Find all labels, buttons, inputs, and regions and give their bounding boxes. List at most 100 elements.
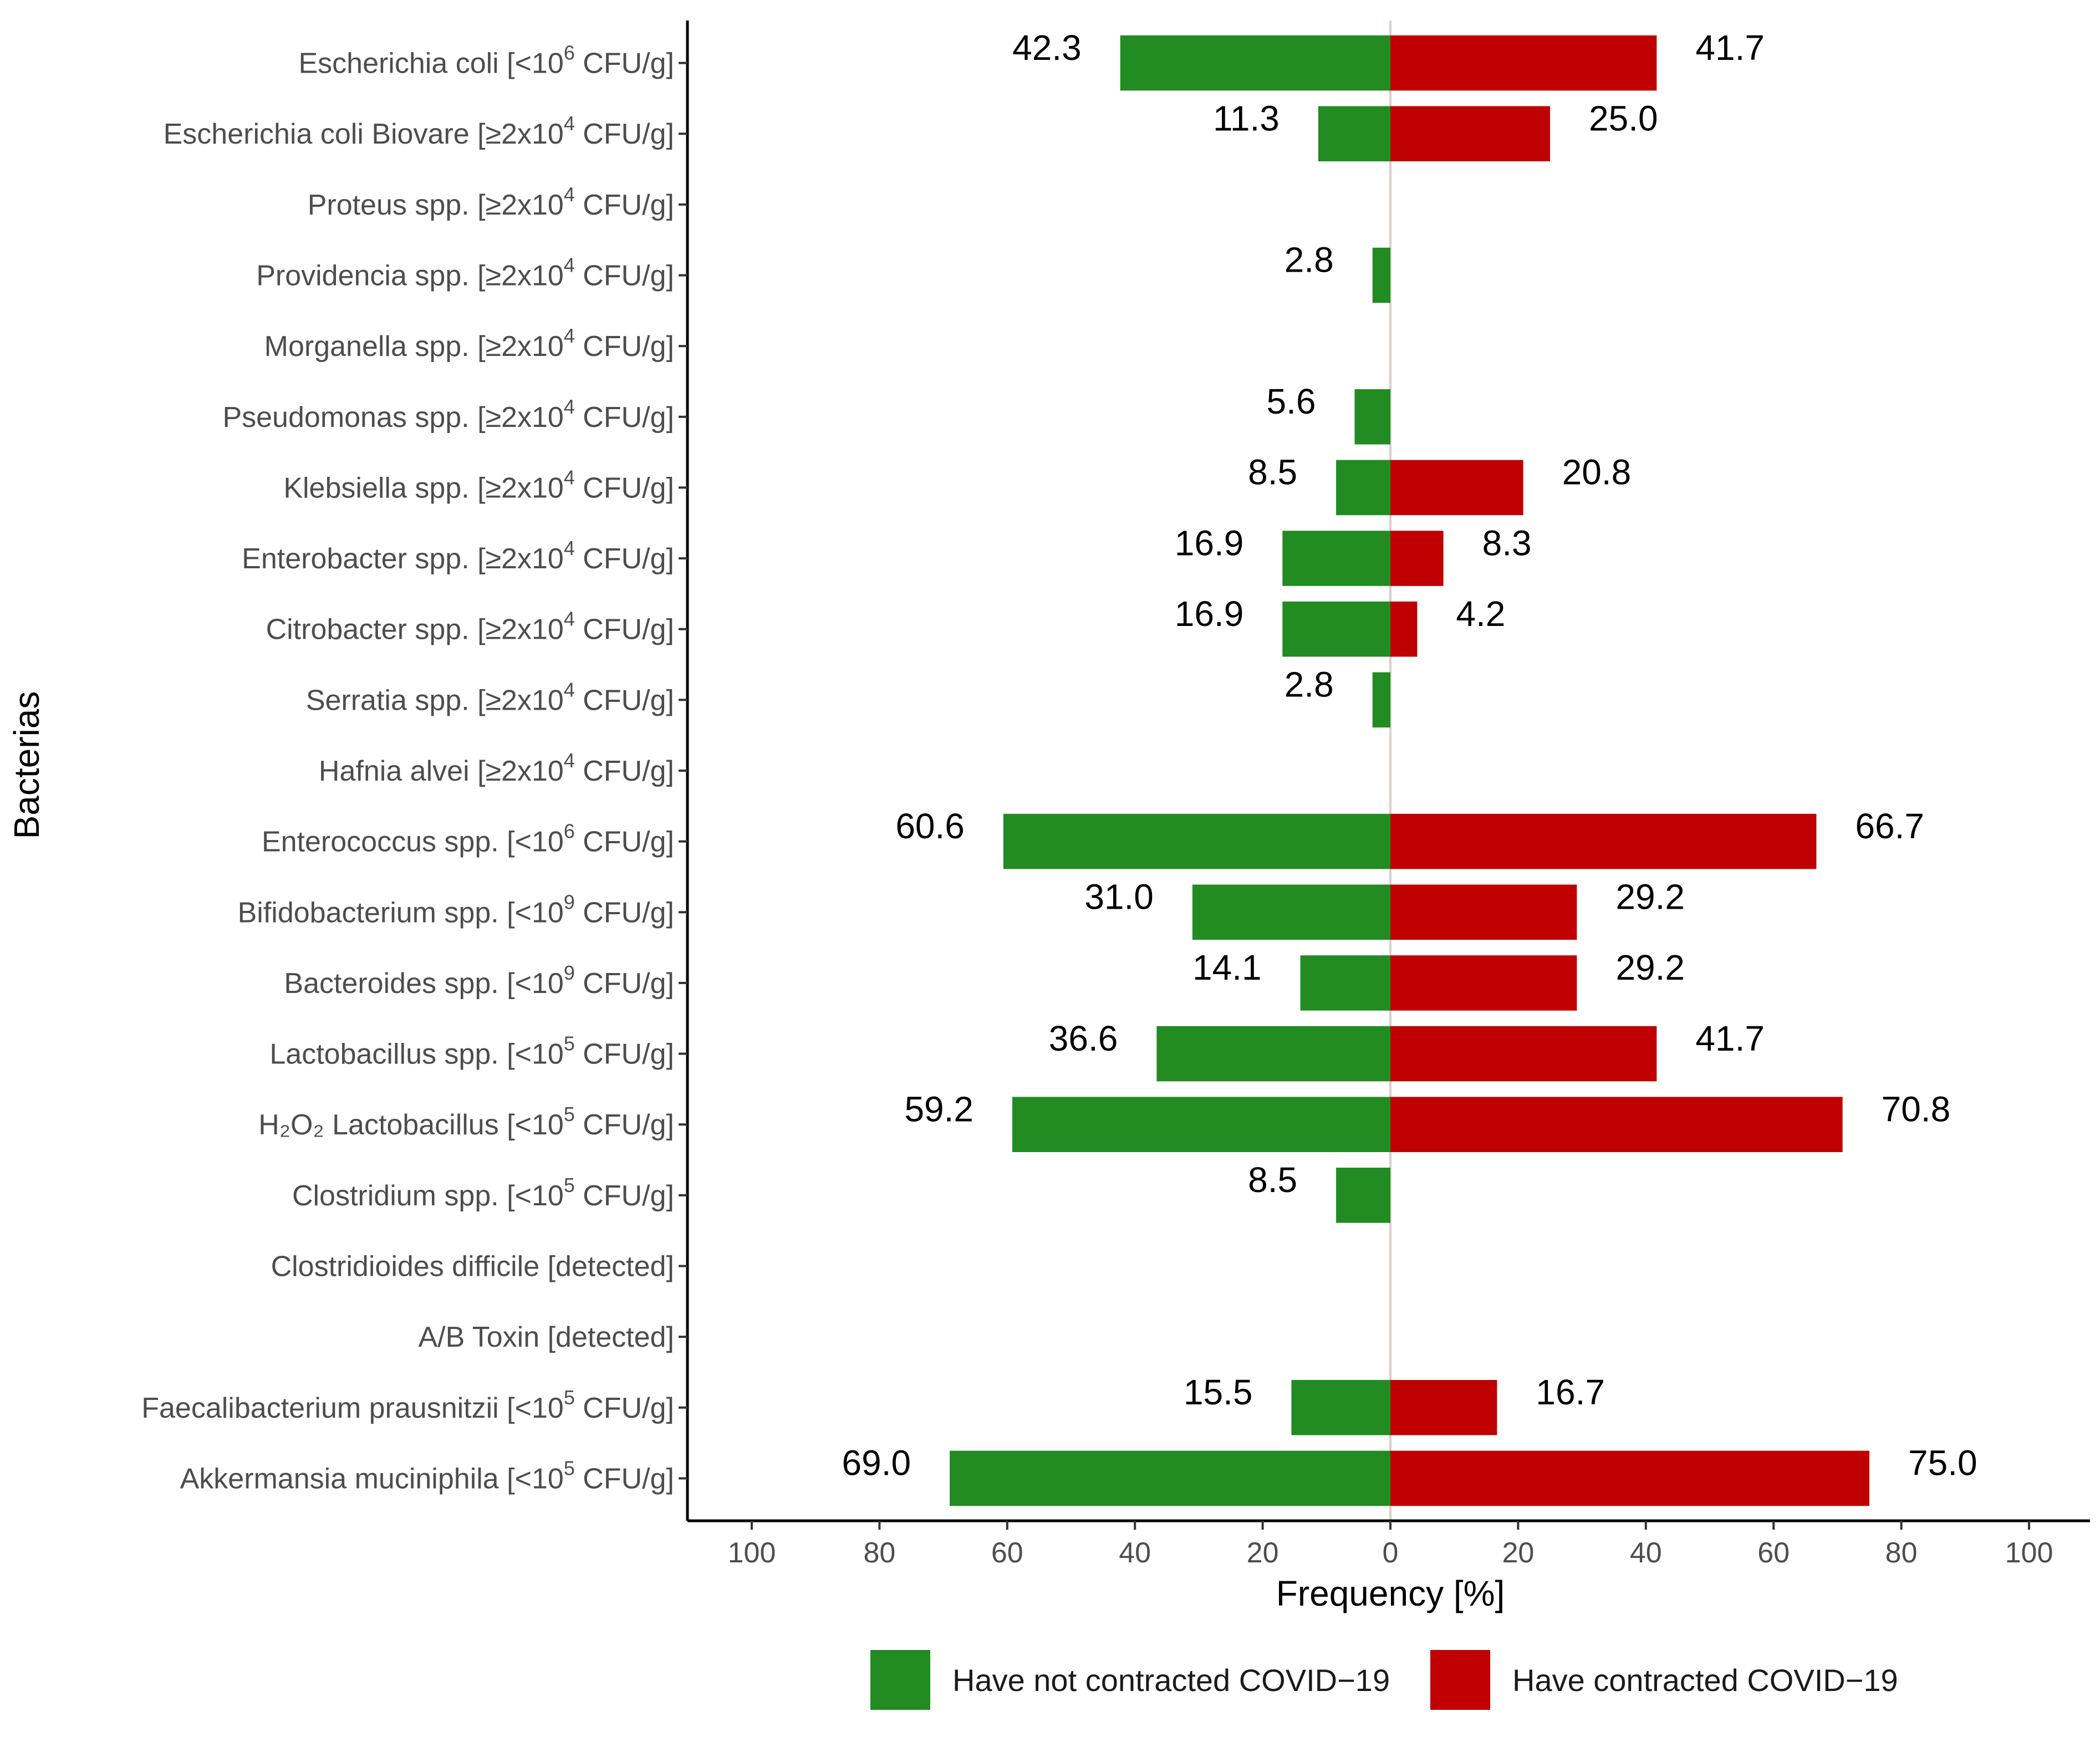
category-label: Akkermansia muciniphila [<105 CFU/g] bbox=[180, 1456, 674, 1495]
legend-label-contracted: Have contracted COVID−19 bbox=[1512, 1663, 1898, 1698]
bar-not-contracted bbox=[1282, 601, 1390, 657]
x-tick-label: 60 bbox=[991, 1537, 1023, 1569]
bar-not-contracted bbox=[1291, 1379, 1390, 1435]
legend-swatch-not-contracted bbox=[870, 1650, 930, 1710]
category-label: Serratia spp. [≥2x104 CFU/g] bbox=[306, 678, 674, 716]
value-label-contracted: 25.0 bbox=[1589, 98, 1658, 138]
category-label: Enterococcus spp. [<106 CFU/g] bbox=[262, 820, 674, 858]
bar-contracted bbox=[1390, 813, 1817, 869]
bar-not-contracted bbox=[1354, 389, 1390, 445]
x-tick-label: 0 bbox=[1383, 1537, 1399, 1569]
bar-contracted bbox=[1390, 1026, 1657, 1082]
value-label-not-contracted: 42.3 bbox=[1012, 28, 1082, 68]
legend-swatch-contracted bbox=[1430, 1650, 1490, 1710]
bar-not-contracted bbox=[1156, 1026, 1390, 1082]
value-label-not-contracted: 16.9 bbox=[1175, 523, 1244, 563]
x-tick-label: 100 bbox=[728, 1537, 776, 1569]
category-label: H₂O₂ Lactobacillus [<105 CFU/g] bbox=[258, 1103, 674, 1141]
bar-not-contracted bbox=[1318, 106, 1390, 162]
bar-contracted bbox=[1390, 1097, 1843, 1152]
bar-not-contracted bbox=[1120, 35, 1390, 91]
category-label: Faecalibacterium prausnitzii [<105 CFU/g… bbox=[141, 1386, 674, 1424]
category-label: Escherichia coli [<106 CFU/g] bbox=[298, 42, 674, 80]
y-axis: Escherichia coli [<106 CFU/g] Escherichia… bbox=[141, 21, 689, 1521]
value-label-not-contracted: 59.2 bbox=[904, 1089, 973, 1129]
value-labels: 42.311.32.85.68.516.916.92.860.631.014.1… bbox=[842, 28, 1977, 1483]
category-label: Klebsiella spp. [≥2x104 CFU/g] bbox=[283, 466, 674, 504]
value-label-contracted: 29.2 bbox=[1615, 877, 1685, 917]
value-label-not-contracted: 15.5 bbox=[1184, 1372, 1253, 1412]
bars bbox=[950, 35, 1869, 1506]
value-label-contracted: 41.7 bbox=[1695, 28, 1765, 68]
bar-not-contracted bbox=[1336, 1168, 1390, 1223]
bar-not-contracted bbox=[1336, 460, 1390, 516]
x-tick-label: 20 bbox=[1247, 1537, 1279, 1569]
value-label-not-contracted: 60.6 bbox=[895, 806, 965, 846]
category-label: Proteus spp. [≥2x104 CFU/g] bbox=[308, 183, 674, 221]
bar-not-contracted bbox=[1012, 1097, 1390, 1152]
x-tick-label: 60 bbox=[1757, 1537, 1790, 1569]
bar-contracted bbox=[1390, 1379, 1497, 1435]
bar-contracted bbox=[1390, 531, 1444, 586]
value-label-not-contracted: 2.8 bbox=[1285, 665, 1334, 705]
value-label-contracted: 41.7 bbox=[1695, 1018, 1765, 1058]
category-label: Bacteroides spp. [<109 CFU/g] bbox=[284, 961, 674, 1000]
x-tick-label: 80 bbox=[1885, 1537, 1918, 1569]
bar-not-contracted bbox=[1003, 813, 1390, 869]
value-label-not-contracted: 8.5 bbox=[1248, 1160, 1297, 1200]
bar-contracted bbox=[1390, 460, 1523, 516]
category-label: Pseudomonas spp. [≥2x104 CFU/g] bbox=[222, 395, 674, 434]
bar-not-contracted bbox=[950, 1450, 1390, 1506]
category-label: Providencia spp. [≥2x104 CFU/g] bbox=[256, 254, 674, 292]
value-label-not-contracted: 36.6 bbox=[1049, 1018, 1118, 1058]
x-tick-label: 100 bbox=[2005, 1537, 2053, 1569]
value-label-not-contracted: 11.3 bbox=[1213, 98, 1280, 138]
category-label: Clostridium spp. [<105 CFU/g] bbox=[292, 1174, 674, 1212]
x-tick-label: 20 bbox=[1502, 1537, 1534, 1569]
bar-not-contracted bbox=[1282, 531, 1390, 586]
category-label: Bifidobacterium spp. [<109 CFU/g] bbox=[238, 890, 674, 929]
bar-contracted bbox=[1390, 35, 1657, 91]
value-label-contracted: 66.7 bbox=[1855, 806, 1924, 846]
category-label: Enterobacter spp. [≥2x104 CFU/g] bbox=[242, 537, 674, 575]
value-label-contracted: 70.8 bbox=[1882, 1089, 1951, 1129]
value-label-contracted: 75.0 bbox=[1908, 1443, 1977, 1483]
bar-not-contracted bbox=[1372, 247, 1390, 303]
legend-label-not-contracted: Have not contracted COVID−19 bbox=[952, 1663, 1390, 1698]
value-label-not-contracted: 69.0 bbox=[842, 1443, 911, 1483]
category-label: Hafnia alvei [≥2x104 CFU/g] bbox=[319, 749, 674, 787]
value-label-contracted: 20.8 bbox=[1562, 452, 1632, 492]
value-label-not-contracted: 14.1 bbox=[1192, 948, 1262, 987]
value-label-contracted: 4.2 bbox=[1456, 594, 1505, 634]
bar-contracted bbox=[1390, 601, 1418, 657]
bar-contracted bbox=[1390, 955, 1577, 1011]
bar-not-contracted bbox=[1300, 955, 1390, 1011]
bar-contracted bbox=[1390, 106, 1550, 162]
value-label-contracted: 29.2 bbox=[1615, 948, 1685, 987]
x-axis-title: Frequency [%] bbox=[1276, 1573, 1505, 1613]
value-label-not-contracted: 2.8 bbox=[1285, 240, 1334, 280]
x-tick-label: 80 bbox=[863, 1537, 895, 1569]
x-tick-label: 40 bbox=[1119, 1537, 1151, 1569]
bar-contracted bbox=[1390, 884, 1577, 940]
bar-contracted bbox=[1390, 1450, 1869, 1506]
value-label-not-contracted: 31.0 bbox=[1084, 877, 1154, 917]
value-label-contracted: 16.7 bbox=[1536, 1372, 1605, 1412]
x-tick-label: 40 bbox=[1630, 1537, 1662, 1569]
category-label: Escherichia coli Biovare [≥2x104 CFU/g] bbox=[164, 112, 674, 150]
category-label: Lactobacillus spp. [<105 CFU/g] bbox=[269, 1032, 674, 1071]
bar-not-contracted bbox=[1372, 672, 1390, 728]
category-label: A/B Toxin [detected] bbox=[418, 1321, 674, 1353]
value-label-contracted: 8.3 bbox=[1482, 523, 1532, 563]
value-label-not-contracted: 16.9 bbox=[1175, 594, 1244, 634]
category-label: Citrobacter spp. [≥2x104 CFU/g] bbox=[266, 608, 674, 646]
value-label-not-contracted: 8.5 bbox=[1248, 452, 1297, 492]
legend: Have not contracted COVID−19 Have contrac… bbox=[870, 1650, 1898, 1710]
value-label-not-contracted: 5.6 bbox=[1267, 381, 1316, 421]
y-axis-title: Bacterias bbox=[7, 691, 47, 839]
category-label: Morganella spp. [≥2x104 CFU/g] bbox=[264, 324, 674, 363]
category-label: Clostridioides difficile [detected] bbox=[271, 1250, 674, 1282]
x-axis: 100 80 60 40 20 0 20 40 60 80 100 bbox=[687, 1519, 2090, 1569]
bar-not-contracted bbox=[1192, 884, 1390, 940]
